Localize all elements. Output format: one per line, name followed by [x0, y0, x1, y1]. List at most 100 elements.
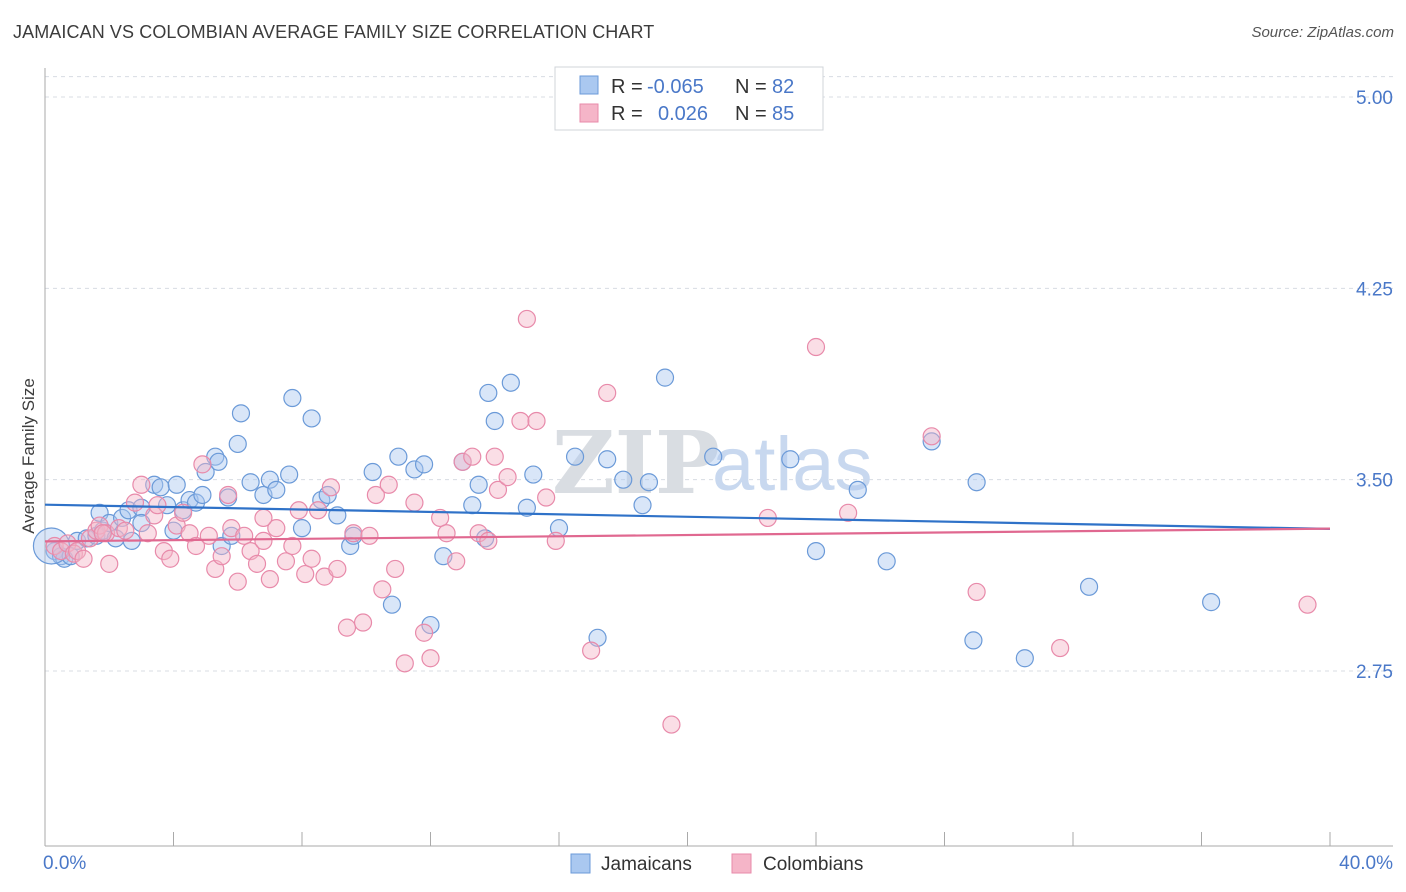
point-jamaicans — [806, 541, 826, 561]
point-colombians — [247, 554, 267, 573]
point-jamaicans — [877, 552, 896, 571]
point-jamaicans — [598, 450, 617, 469]
point-colombians — [967, 582, 986, 602]
point-jamaicans — [260, 470, 279, 489]
point-jamaicans — [228, 434, 247, 454]
point-colombians — [174, 503, 193, 522]
chart-title: JAMAICAN VS COLOMBIAN AVERAGE FAMILY SIZ… — [13, 22, 655, 42]
x-tick-label-min: 0.0% — [43, 853, 86, 874]
point-jamaicans — [231, 404, 251, 423]
point-colombians — [405, 493, 424, 512]
point-jamaicans — [781, 450, 800, 469]
y-tick-labels: 2.75 3.50 4.25 5.00 — [1356, 88, 1393, 683]
y-tick-label: 2.75 — [1356, 662, 1393, 683]
legend: Jamaicans Colombians — [570, 853, 863, 875]
trend-line-colombians — [44, 527, 1331, 543]
point-colombians — [58, 534, 77, 553]
point-colombians — [537, 488, 556, 507]
y-tick-label: 3.50 — [1356, 471, 1393, 492]
stats-r-label-blue: R = — [611, 76, 643, 98]
legend-swatch-colombians — [731, 853, 752, 874]
point-colombians — [193, 455, 212, 474]
point-colombians — [414, 623, 434, 642]
point-colombians — [254, 531, 273, 550]
chart-source: Source: ZipAtlas.com — [1251, 24, 1394, 41]
point-colombians — [498, 468, 517, 487]
point-colombians — [100, 554, 119, 573]
point-colombians — [839, 503, 858, 522]
point-jamaicans — [1079, 577, 1099, 596]
point-colombians — [302, 549, 321, 568]
point-jamaicans — [639, 473, 659, 492]
stats-r-label-pink: R = — [611, 103, 643, 125]
point-jamaicans — [1015, 649, 1034, 668]
point-colombians — [447, 552, 466, 571]
point-jamaicans — [292, 519, 312, 538]
point-jamaicans — [267, 480, 286, 499]
point-colombians — [337, 618, 357, 637]
point-colombians — [276, 552, 296, 571]
point-jamaicans — [524, 465, 543, 484]
point-colombians — [283, 536, 302, 556]
point-jamaicans — [241, 473, 260, 492]
point-colombians — [219, 485, 238, 505]
point-colombians — [353, 613, 373, 632]
point-colombians — [546, 531, 565, 550]
point-jamaicans — [848, 480, 867, 499]
point-jamaicans — [157, 496, 177, 515]
point-colombians — [186, 536, 206, 556]
point-jamaicans — [479, 383, 498, 403]
point-jamaicans — [501, 373, 520, 392]
point-colombians — [267, 519, 286, 538]
point-colombians — [254, 508, 273, 528]
point-colombians — [488, 480, 508, 499]
stats-box-frame — [554, 66, 824, 131]
point-jamaicans — [655, 368, 675, 387]
point-jamaicans — [283, 388, 302, 408]
point-colombians — [199, 526, 218, 545]
grid-lines — [45, 76, 1393, 672]
x-tick-label-max: 40.0% — [1339, 853, 1393, 874]
legend-label-jamaicans: Jamaicans — [601, 854, 692, 875]
point-colombians — [161, 549, 180, 568]
point-colombians — [64, 544, 84, 563]
stats-swatch-pink — [579, 103, 599, 123]
watermark: ZIP atlas — [552, 413, 873, 514]
point-jamaicans — [565, 447, 585, 466]
point-colombians — [479, 531, 498, 550]
stats-n-value-pink: 85 — [772, 103, 794, 125]
point-colombians — [212, 547, 231, 566]
trend-lines — [44, 503, 1331, 543]
x-tick-marks — [44, 832, 1331, 846]
stats-box: R = -0.065 N = 82 R = 0.026 N = 85 — [554, 66, 824, 131]
stats-n-label-pink: N = — [735, 103, 767, 125]
axes — [44, 68, 1393, 847]
point-colombians — [132, 475, 151, 494]
point-colombians — [138, 524, 157, 543]
point-colombians — [527, 411, 546, 431]
point-colombians — [598, 383, 617, 403]
point-jamaicans — [302, 409, 321, 428]
point-jamaicans — [1202, 593, 1221, 612]
point-colombians — [806, 337, 826, 357]
stats-r-value-blue: -0.065 — [647, 76, 704, 98]
point-colombians — [148, 496, 167, 515]
point-jamaicans — [463, 496, 482, 515]
point-jamaicans — [193, 485, 212, 505]
point-colombians — [328, 559, 347, 579]
point-colombians — [485, 447, 504, 466]
point-colombians — [1298, 595, 1317, 614]
point-jamaicans — [704, 447, 723, 466]
point-jamaicans — [922, 432, 941, 451]
point-colombians — [463, 447, 482, 466]
point-colombians — [296, 564, 315, 584]
point-jamaicans — [363, 462, 382, 482]
point-colombians — [517, 309, 536, 329]
point-colombians — [260, 570, 279, 589]
series-colombians — [45, 309, 1317, 734]
point-colombians — [379, 475, 398, 494]
point-colombians — [582, 641, 601, 660]
point-jamaicans — [167, 475, 186, 494]
stats-n-value-blue: 82 — [772, 76, 794, 98]
